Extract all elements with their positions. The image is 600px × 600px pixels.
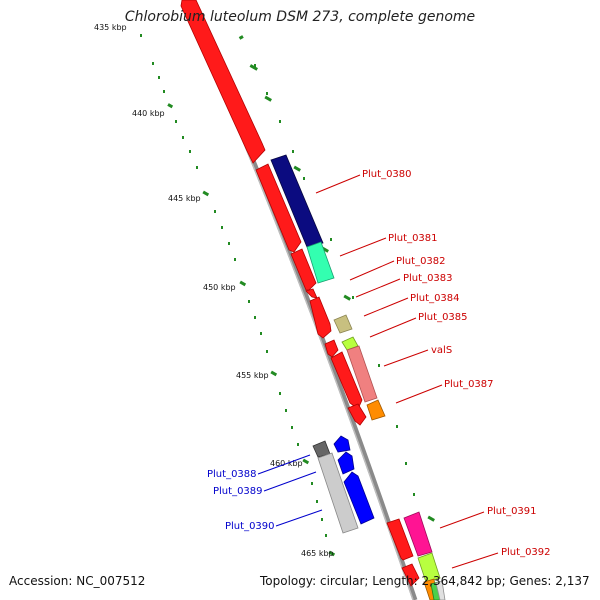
gene-label[interactable]: Plut_0390 <box>225 521 275 532</box>
gene-label[interactable]: Plut_0380 <box>362 169 412 180</box>
gene-feature-teal[interactable] <box>306 241 335 284</box>
gene-feature[interactable] <box>290 248 317 291</box>
gene-label[interactable]: Plut_0381 <box>388 233 438 244</box>
outer-scale-ring <box>238 35 435 522</box>
gene-feature-silver[interactable] <box>317 452 359 534</box>
gene-label[interactable]: Plut_0385 <box>418 312 468 323</box>
gene-label[interactable]: Plut_0383 <box>403 273 453 284</box>
label-leaders-right <box>315 174 499 569</box>
gene-feature-blue[interactable] <box>337 451 355 475</box>
gene-feature[interactable] <box>180 0 266 164</box>
tick-label: 440 kbp <box>132 109 165 118</box>
tick-label: 435 kbp <box>94 23 127 32</box>
label-leaders-left <box>257 454 323 527</box>
genome-summary-text: Topology: circular; Length: 2,364,842 bp… <box>260 574 590 588</box>
gene-feature[interactable] <box>324 339 339 358</box>
gene-label[interactable]: valS <box>431 345 452 356</box>
gene-feature[interactable] <box>255 163 302 253</box>
tick-label: 450 kbp <box>203 283 236 292</box>
tick-label: 445 kbp <box>168 194 201 203</box>
inner-scale-ring <box>140 34 336 557</box>
gene-feature[interactable] <box>386 518 414 561</box>
gene-feature-orange[interactable] <box>366 399 386 421</box>
gene-label[interactable]: Plut_0389 <box>213 486 263 497</box>
gene-label[interactable]: Plut_0388 <box>207 469 257 480</box>
genome-title: Chlorobium luteolum DSM 273, complete ge… <box>124 9 476 25</box>
gene-label[interactable]: Plut_0387 <box>444 379 494 390</box>
gene-feature-lime[interactable] <box>417 552 441 583</box>
gene-feature-blue[interactable] <box>333 435 351 453</box>
genome-backbone-highlight <box>182 0 414 600</box>
gene-feature[interactable] <box>330 351 363 410</box>
tick-label: 465 kbp <box>301 549 334 558</box>
gene-feature[interactable] <box>309 296 332 339</box>
gene-label[interactable]: Plut_0384 <box>410 293 460 304</box>
gene-feature[interactable] <box>347 403 367 426</box>
gene-label[interactable]: Plut_0391 <box>487 506 537 517</box>
gene-feature-navy[interactable] <box>270 154 324 248</box>
gene-feature-blue[interactable] <box>343 471 375 525</box>
forward-strand-genes <box>180 0 420 587</box>
gene-label[interactable]: Plut_0392 <box>501 547 551 558</box>
accession-text: Accession: NC_007512 <box>9 574 146 588</box>
gene-feature-salmon[interactable] <box>346 345 378 403</box>
tick-label: 455 kbp <box>236 371 269 380</box>
gene-label[interactable]: Plut_0382 <box>396 256 446 267</box>
gene-feature-magenta[interactable] <box>403 511 433 557</box>
gene-feature-silver[interactable] <box>435 580 446 600</box>
gene-feature[interactable] <box>401 563 420 587</box>
gene-feature-khaki[interactable] <box>333 314 353 334</box>
